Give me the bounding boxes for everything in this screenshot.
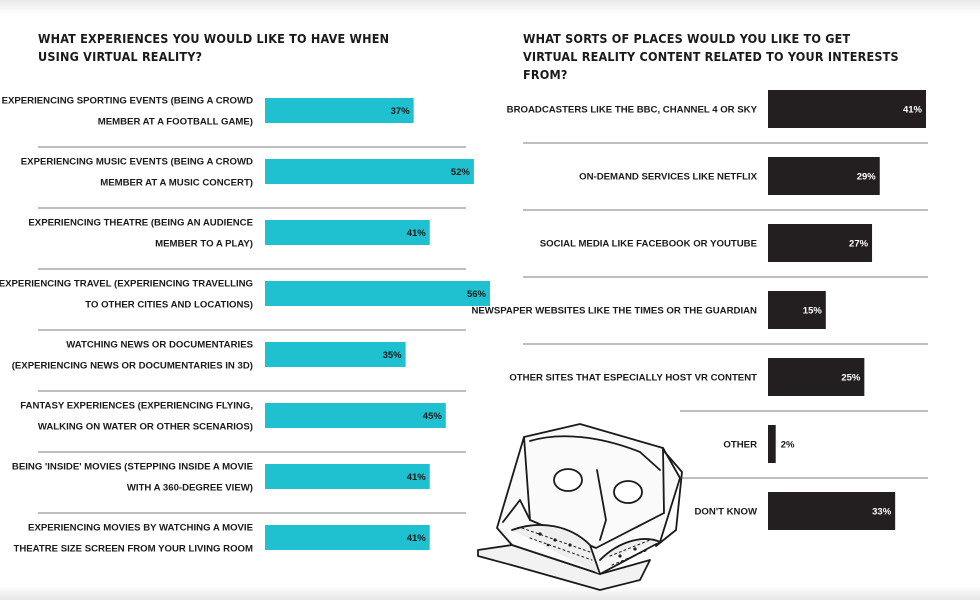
category-label: BEING 'INSIDE' MOVIES (STEPPING INSIDE A… <box>12 462 254 473</box>
category-label: WALKING ON WATER OR OTHER SCENARIOS) <box>38 422 253 433</box>
bar <box>265 98 414 123</box>
bar <box>768 425 776 463</box>
value-label: 29% <box>857 172 877 183</box>
value-label: 41% <box>407 533 427 544</box>
value-label: 25% <box>841 373 861 384</box>
bar <box>768 224 873 262</box>
right-chart-title: WHAT SORTS OF PLACES WOULD YOU LIKE TO G… <box>523 31 899 82</box>
category-label: TO OTHER CITIES AND LOCATIONS) <box>85 300 253 311</box>
value-label: 41% <box>903 105 923 116</box>
bar <box>265 281 490 306</box>
bar <box>768 358 865 396</box>
value-label: 35% <box>383 350 403 361</box>
category-label: MEMBER TO A PLAY) <box>155 239 253 250</box>
category-label: THEATRE SIZE SCREEN FROM YOUR LIVING ROO… <box>13 544 253 555</box>
value-label: 41% <box>407 228 427 239</box>
bar <box>265 342 406 367</box>
category-label: DON'T KNOW <box>695 507 758 518</box>
bar <box>265 403 446 428</box>
category-label: SOCIAL MEDIA LIKE FACEBOOK OR YOUTUBE <box>540 239 758 250</box>
value-label: 2% <box>781 440 795 451</box>
bar <box>265 220 430 245</box>
left-chart-title: WHAT EXPERIENCES YOU WOULD LIKE TO HAVE … <box>38 31 390 64</box>
value-label: 56% <box>467 289 487 300</box>
category-label: EXPERIENCING SPORTING EVENTS (BEING A CR… <box>2 96 253 107</box>
value-label: 41% <box>407 472 427 483</box>
category-label: EXPERIENCING MUSIC EVENTS (BEING A CROWD <box>21 157 253 168</box>
category-label: OTHER SITES THAT ESPECIALLY HOST VR CONT… <box>509 373 757 384</box>
value-label: 37% <box>391 106 411 117</box>
bar <box>768 291 826 329</box>
category-label: ON-DEMAND SERVICES LIKE NETFLIX <box>579 172 757 183</box>
bar <box>265 464 430 489</box>
category-label: FANTASY EXPERIENCES (EXPERIENCING FLYING… <box>20 401 253 412</box>
bar <box>265 159 474 184</box>
value-label: 52% <box>451 167 471 178</box>
category-label: MEMBER AT A MUSIC CONCERT) <box>100 178 253 189</box>
category-label: NEWSPAPER WEBSITES LIKE THE TIMES OR THE… <box>471 306 757 317</box>
bar <box>768 492 896 530</box>
value-label: 15% <box>803 306 823 317</box>
category-label: OTHER <box>723 440 757 451</box>
bar <box>768 157 880 195</box>
category-label: WATCHING NEWS OR DOCUMENTARIES <box>66 340 253 351</box>
category-label: EXPERIENCING THEATRE (BEING AN AUDIENCE <box>28 218 253 229</box>
vr-headset-illustration <box>477 423 683 591</box>
category-label: WITH A 360-DEGREE VIEW) <box>127 483 253 494</box>
bar <box>768 90 926 128</box>
category-label: (EXPERIENCING NEWS OR DOCUMENTARIES IN 3… <box>12 361 253 372</box>
category-label: BROADCASTERS LIKE THE BBC, CHANNEL 4 OR … <box>507 105 758 116</box>
category-label: MEMBER AT A FOOTBALL GAME) <box>98 117 253 128</box>
bar <box>265 525 430 550</box>
value-label: 33% <box>872 507 892 518</box>
value-label: 27% <box>849 239 869 250</box>
category-label: EXPERIENCING TRAVEL (EXPERIENCING TRAVEL… <box>0 279 253 290</box>
value-label: 45% <box>423 411 443 422</box>
category-label: EXPERIENCING MOVIES BY WATCHING A MOVIE <box>28 523 254 534</box>
